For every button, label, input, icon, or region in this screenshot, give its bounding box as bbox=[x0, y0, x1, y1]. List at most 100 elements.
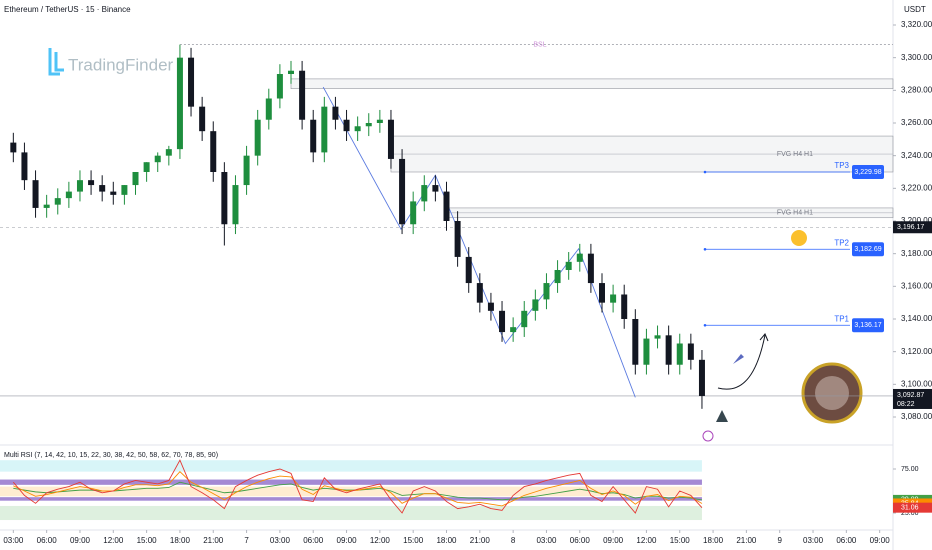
candle-body bbox=[88, 180, 95, 186]
candle-body bbox=[121, 185, 128, 195]
symbol-title: Ethereum / TetherUS · 15 · Binance bbox=[4, 5, 131, 14]
candle-body bbox=[265, 98, 272, 120]
candle-body bbox=[510, 327, 517, 333]
target-name: TP2 bbox=[834, 238, 849, 247]
bsl-label: BSL bbox=[533, 41, 546, 48]
candle-body bbox=[665, 335, 672, 365]
y-tick-label: 3,080.00 bbox=[901, 412, 932, 421]
crosshair-box bbox=[893, 221, 932, 234]
target-name: TP1 bbox=[834, 314, 849, 323]
x-tick-label: 7 bbox=[244, 536, 249, 545]
target-dot bbox=[703, 170, 707, 174]
candle-body bbox=[288, 70, 295, 74]
target-dot bbox=[703, 247, 707, 251]
candle-body bbox=[210, 131, 217, 172]
x-tick-label: 15:00 bbox=[670, 536, 691, 545]
candle-body bbox=[554, 269, 561, 284]
candle-body bbox=[465, 256, 472, 284]
y-tick-label: 3,160.00 bbox=[901, 281, 932, 290]
y-tick-label: 3,300.00 bbox=[901, 53, 932, 62]
rsi-tick-label: 25.00 bbox=[901, 510, 919, 517]
x-tick-label: 09:00 bbox=[870, 536, 891, 545]
candle-body bbox=[365, 122, 372, 127]
price-box bbox=[893, 388, 932, 409]
y-tick-label: 3,240.00 bbox=[901, 151, 932, 160]
x-tick-label: 09:00 bbox=[337, 536, 358, 545]
x-tick-label: 03:00 bbox=[270, 536, 291, 545]
arrow-head bbox=[759, 333, 769, 342]
candle-body bbox=[354, 126, 361, 132]
candle-body bbox=[310, 119, 317, 153]
candle-body bbox=[576, 253, 583, 262]
candle-body bbox=[199, 106, 206, 132]
y-tick-label: 3,320.00 bbox=[901, 20, 932, 29]
candle-body bbox=[165, 149, 172, 156]
target-name: TP3 bbox=[834, 161, 849, 170]
zone-label: FVG H4 H1 bbox=[777, 151, 813, 158]
candle-body bbox=[343, 119, 350, 132]
arrow bbox=[717, 334, 766, 390]
candle-body bbox=[521, 310, 528, 328]
x-tick-label: 06:00 bbox=[37, 536, 58, 545]
target-box bbox=[852, 318, 884, 333]
candle-body bbox=[221, 171, 228, 225]
y-tick-label: 3,200.00 bbox=[901, 216, 932, 225]
candle-body bbox=[432, 185, 439, 192]
x-tick-label: 8 bbox=[511, 536, 516, 545]
candle-body bbox=[276, 73, 283, 99]
event-icon bbox=[702, 430, 714, 442]
watermark: TradingFinder bbox=[68, 55, 174, 74]
price-label: 3,092.87 bbox=[897, 392, 924, 399]
target-label: 3,229.98 bbox=[854, 169, 881, 176]
candle-body bbox=[487, 302, 494, 311]
rsi-band bbox=[0, 505, 702, 521]
zone bbox=[290, 78, 894, 89]
x-tick-label: 06:00 bbox=[303, 536, 324, 545]
y-tick-label: 3,280.00 bbox=[901, 85, 932, 94]
y-tick-label: 3,260.00 bbox=[901, 118, 932, 127]
x-tick-label: 18:00 bbox=[436, 536, 457, 545]
candle-body bbox=[176, 57, 183, 150]
candle-body bbox=[476, 283, 483, 303]
target-label: 3,136.17 bbox=[854, 322, 881, 329]
candle-body bbox=[99, 185, 106, 192]
zone-label: FVG H4 H1 bbox=[777, 210, 813, 217]
candle-body bbox=[232, 185, 239, 225]
candle-body bbox=[43, 204, 50, 208]
x-tick-label: 06:00 bbox=[570, 536, 591, 545]
candle-body bbox=[421, 185, 428, 202]
candle-body bbox=[188, 57, 195, 107]
x-tick-label: 15:00 bbox=[403, 536, 424, 545]
candle-body bbox=[632, 318, 639, 365]
y-tick-label: 3,100.00 bbox=[901, 379, 932, 388]
y-tick-label: 3,120.00 bbox=[901, 347, 932, 356]
candle-body bbox=[332, 106, 339, 120]
candle-body bbox=[376, 119, 383, 123]
x-tick-label: 12:00 bbox=[636, 536, 657, 545]
candle-body bbox=[643, 338, 650, 365]
candle-body bbox=[543, 283, 550, 300]
x-tick-label: 21:00 bbox=[203, 536, 224, 545]
countdown: 08:22 bbox=[897, 401, 915, 408]
rsi-line bbox=[13, 470, 703, 507]
x-tick-label: 9 bbox=[777, 536, 782, 545]
x-tick-label: 15:00 bbox=[137, 536, 158, 545]
candle-body bbox=[143, 162, 150, 172]
candle-body bbox=[610, 294, 617, 303]
candle-body bbox=[587, 253, 594, 284]
candle-body bbox=[443, 191, 450, 221]
emoji bbox=[791, 230, 807, 246]
x-tick-label: 03:00 bbox=[803, 536, 824, 545]
target-dot bbox=[703, 323, 707, 327]
candle-body bbox=[32, 180, 39, 208]
rsi-tick-label: 75.00 bbox=[901, 466, 919, 473]
target-box bbox=[852, 165, 884, 180]
candle-body bbox=[321, 106, 328, 153]
x-tick-label: 09:00 bbox=[603, 536, 624, 545]
x-tick-label: 06:00 bbox=[836, 536, 857, 545]
x-tick-label: 12:00 bbox=[103, 536, 124, 545]
candle-body bbox=[243, 155, 250, 186]
candle-body bbox=[565, 261, 572, 270]
target-label: 3,182.69 bbox=[854, 246, 881, 253]
